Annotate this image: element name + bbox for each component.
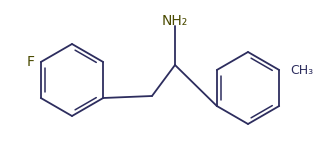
Text: NH₂: NH₂ xyxy=(162,14,188,28)
Text: F: F xyxy=(27,55,35,69)
Text: CH₃: CH₃ xyxy=(290,64,313,76)
